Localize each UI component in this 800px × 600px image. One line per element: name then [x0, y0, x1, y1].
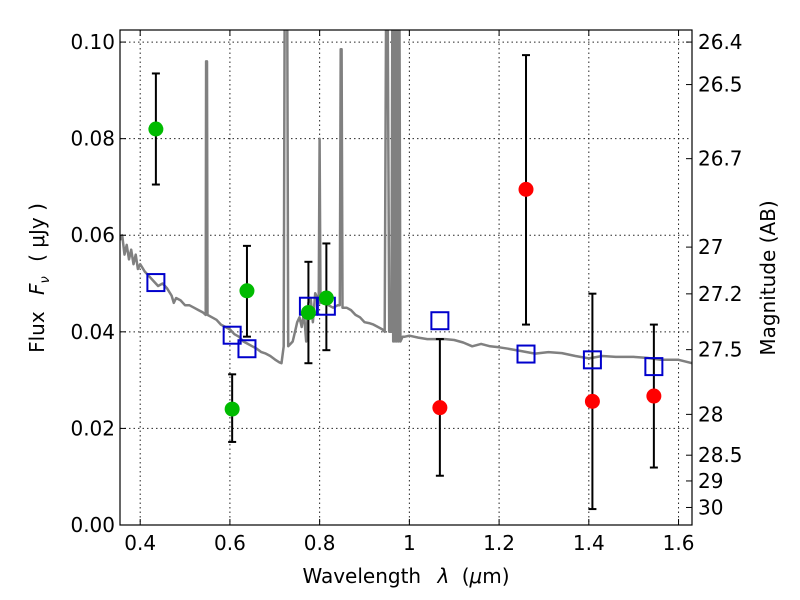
y-axis-label: Flux Fν ( μJy ) [25, 203, 54, 353]
model-square-marker [146, 273, 166, 293]
red-data-point [432, 400, 448, 416]
y-axis-label-text: Flux [25, 311, 49, 353]
x-tick-label: 0.8 [304, 531, 336, 555]
x-axis-label-mu: μ [469, 564, 483, 588]
y-axis-label-subscript: ν [38, 276, 53, 283]
x-tick-label: 1.4 [573, 531, 605, 555]
y2-tick-label: 27.5 [698, 338, 743, 362]
y-axis-label-unit: ( μJy ) [25, 203, 49, 262]
x-tick-label: 1.6 [663, 531, 695, 555]
model-square-marker [237, 339, 257, 359]
sed-model [120, 30, 692, 365]
x-tick-label: 1 [403, 531, 416, 555]
x-axis-label-unit: m) [482, 564, 509, 588]
x-axis-ticks: 0.4 0.6 0.8 1 1.2 1.4 1.6 [124, 30, 694, 555]
y2-tick-label: 28.5 [698, 443, 743, 467]
red-data-point [584, 393, 600, 409]
model-square-marker [516, 344, 536, 364]
y-axis-ticks: 0.00 0.02 0.04 0.06 0.08 0.10 [70, 30, 126, 537]
model-square-marker [430, 311, 450, 331]
x-axis-label: Wavelength λ (μm) [302, 564, 509, 588]
x-tick-label: 0.6 [214, 531, 246, 555]
green-data-point [239, 283, 255, 299]
y-tick-label: 0.00 [70, 513, 115, 537]
y-axis-label-symbol: F [25, 283, 49, 295]
y2-tick-label: 27 [698, 235, 723, 259]
y-tick-label: 0.08 [70, 127, 115, 151]
markers [146, 121, 664, 417]
y2-axis-label: Magnitude (AB) [756, 200, 780, 355]
y2-tick-label: 26.5 [698, 73, 743, 97]
green-data-point [224, 401, 240, 417]
y-tick-label: 0.04 [70, 320, 115, 344]
grid [120, 30, 692, 526]
sed-model-line [120, 30, 692, 365]
model-square-marker [582, 350, 602, 370]
red-data-point [518, 181, 534, 197]
y-tick-label: 0.06 [70, 223, 115, 247]
x-axis-label-text: Wavelength [302, 564, 421, 588]
y2-tick-label: 30 [698, 495, 723, 519]
x-axis-label-paren: ( [462, 564, 470, 588]
x-tick-label: 0.4 [124, 531, 156, 555]
y2-tick-label: 29 [698, 469, 723, 493]
error-bars [151, 54, 658, 511]
plot-frame [119, 29, 693, 526]
green-data-point [300, 305, 316, 321]
y2-tick-label: 27.2 [698, 282, 743, 306]
y2-tick-label: 28 [698, 402, 723, 426]
y-tick-label: 0.02 [70, 416, 115, 440]
green-data-point [318, 290, 334, 306]
green-data-point [148, 121, 164, 137]
red-data-point [646, 388, 662, 404]
x-tick-label: 1.2 [483, 531, 515, 555]
x-axis-label-symbol: λ [436, 564, 449, 588]
y2-tick-label: 26.4 [698, 30, 743, 54]
y-tick-label: 0.10 [70, 30, 115, 54]
y2-tick-label: 26.7 [698, 147, 743, 171]
model-square-marker [222, 325, 242, 345]
model-square-marker [644, 357, 664, 377]
